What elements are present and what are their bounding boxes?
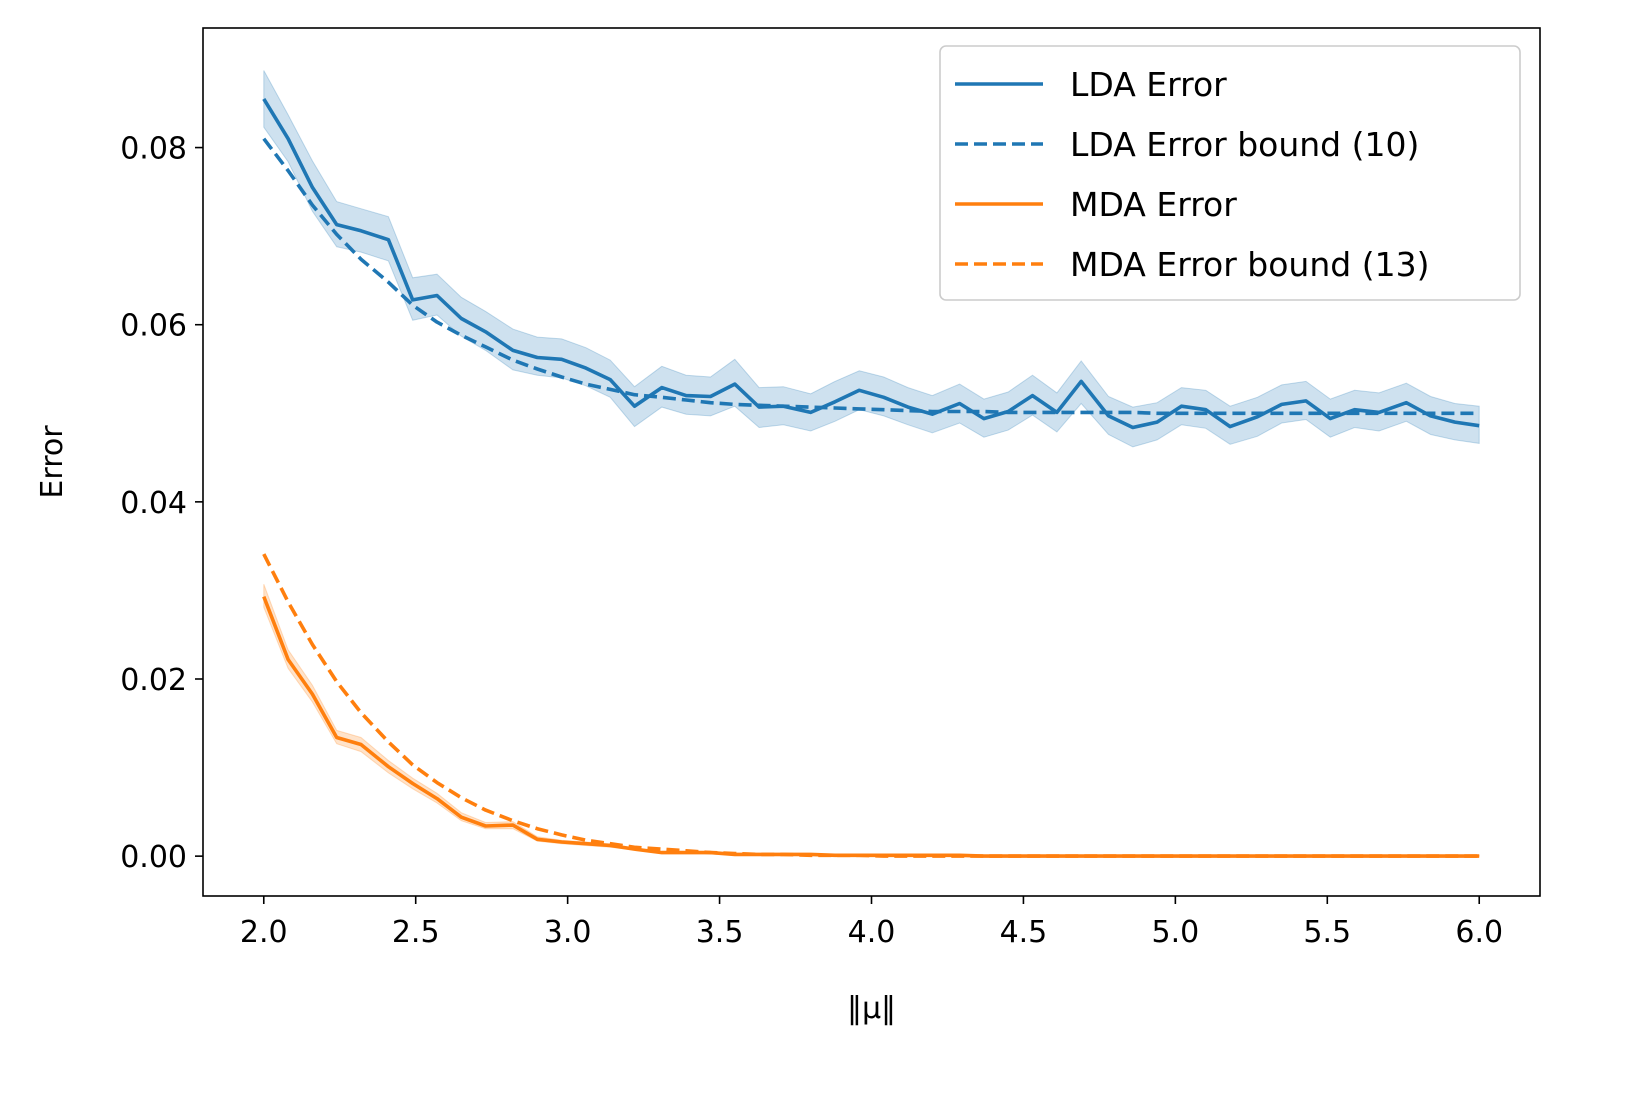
series-line-1: [262, 137, 1480, 416]
y-tick-label: 0.04: [120, 486, 187, 521]
legend-label-0: LDA Error: [1070, 65, 1227, 104]
series-line-3: [262, 553, 1480, 858]
x-tick-label: 2.0: [240, 915, 288, 950]
y-tick-label: 0.00: [120, 840, 187, 875]
x-tick-label: 5.5: [1303, 915, 1351, 950]
y-axis: 0.00 0.02 0.04 0.06 0.08: [120, 132, 203, 875]
band-0: [263, 70, 1480, 448]
x-tick-label: 5.0: [1152, 915, 1200, 950]
y-tick-label: 0.06: [120, 309, 187, 344]
x-tick-label: 3.5: [696, 915, 744, 950]
series-lines: [262, 97, 1480, 858]
series-line-0: [262, 97, 1480, 430]
x-tick-label: 3.0: [544, 915, 592, 950]
legend-label-2: MDA Error: [1070, 185, 1237, 224]
legend-label-1: LDA Error bound (10): [1070, 125, 1419, 164]
legend: LDA Error LDA Error bound (10) MDA Error MD…: [939, 45, 1521, 301]
x-axis-label: ‖μ‖: [847, 991, 896, 1026]
plot-area: [262, 70, 1480, 858]
y-axis-label: Error: [35, 425, 70, 499]
x-tick-label: 6.0: [1455, 915, 1503, 950]
legend-box: [939, 45, 1521, 301]
x-tick-label: 4.5: [1000, 915, 1048, 950]
y-tick-label: 0.08: [120, 132, 187, 167]
x-axis: 2.0 2.5 3.0 3.5 4.0 4.5 5.0 5.5 6.0: [240, 896, 1503, 950]
x-tick-label: 4.0: [848, 915, 896, 950]
x-tick-label: 2.5: [392, 915, 440, 950]
legend-label-3: MDA Error bound (13): [1070, 245, 1429, 284]
y-tick-label: 0.02: [120, 663, 187, 698]
